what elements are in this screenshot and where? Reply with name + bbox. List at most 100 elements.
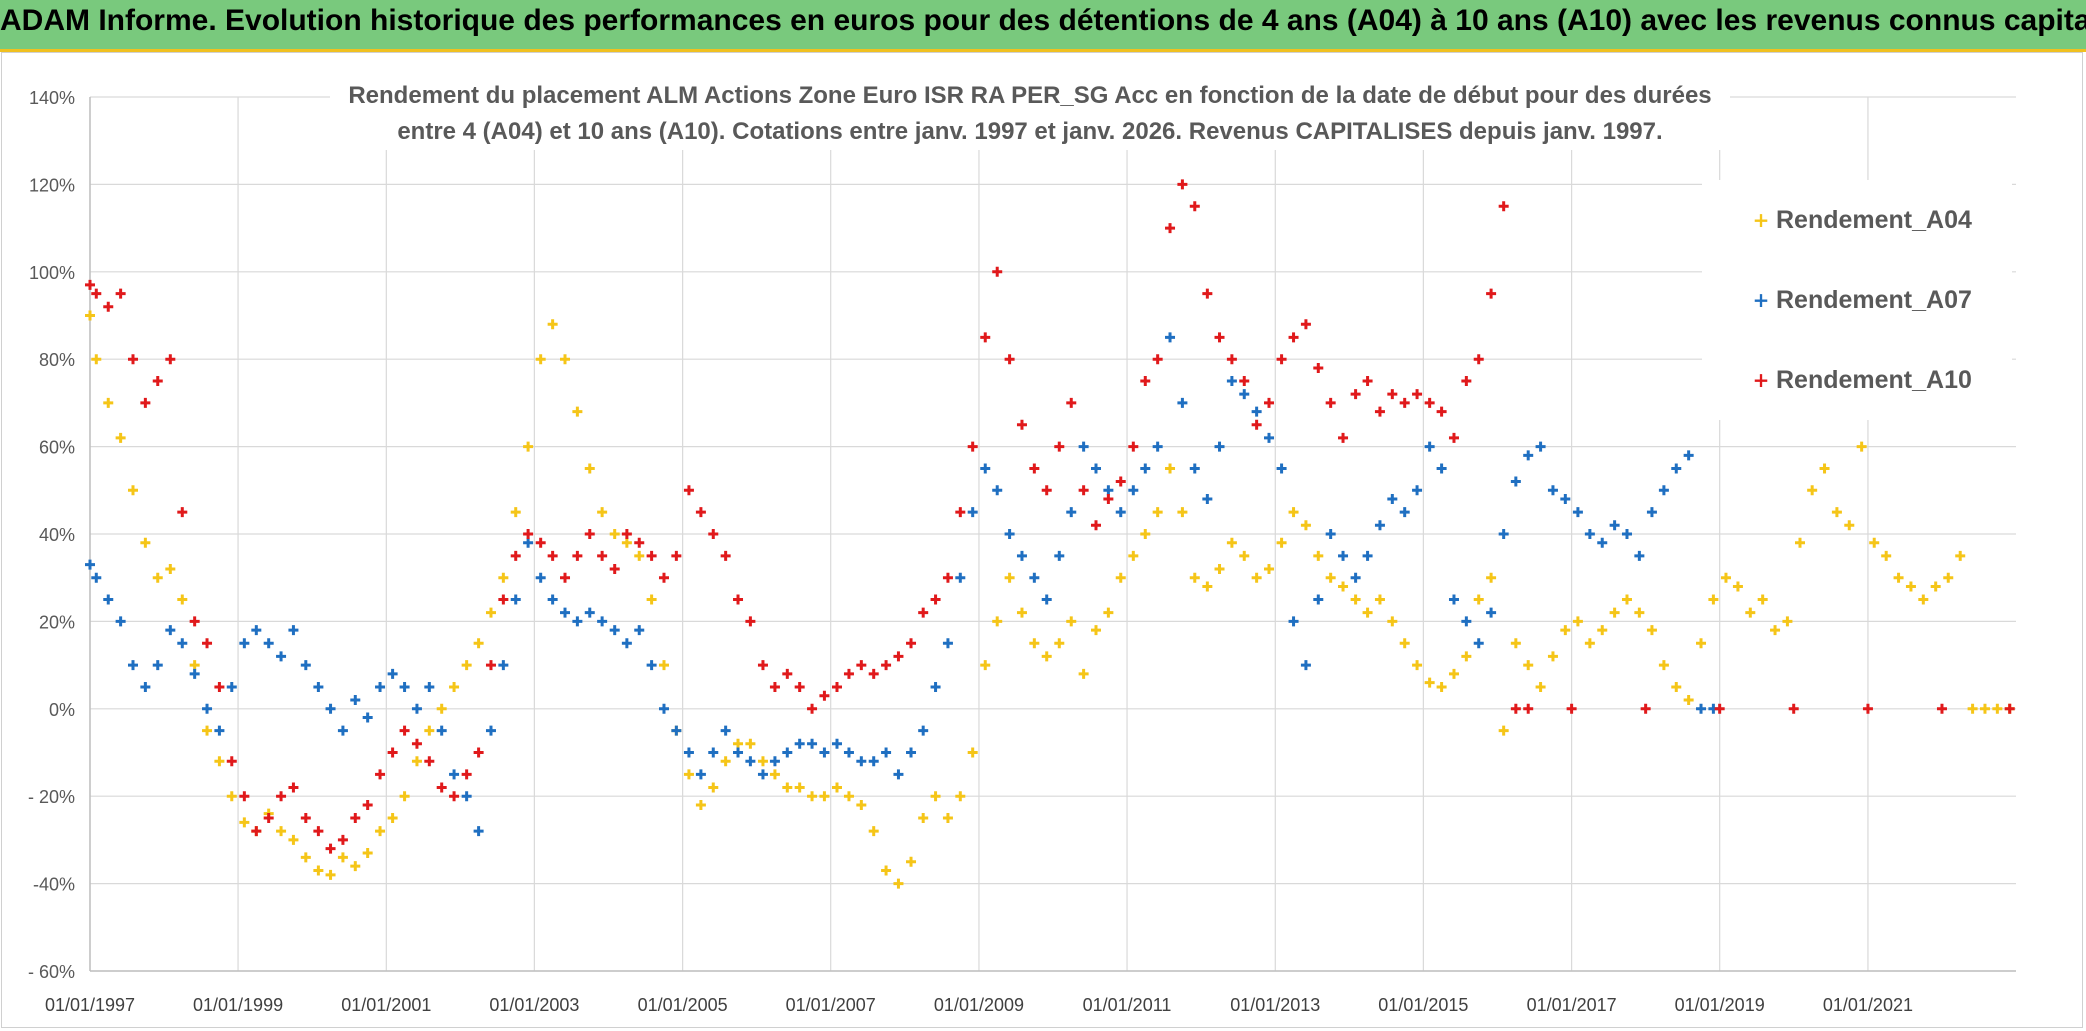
- data-point: [597, 507, 608, 518]
- data-point: [1152, 507, 1163, 518]
- data-point: [634, 550, 645, 561]
- data-point: [1609, 520, 1620, 531]
- data-point: [819, 791, 830, 802]
- data-point: [1288, 507, 1299, 518]
- data-point: [1967, 703, 1978, 714]
- data-point: [769, 681, 780, 692]
- data-point: [1436, 463, 1447, 474]
- x-tick-label: 01/01/2001: [341, 995, 431, 1015]
- data-point: [769, 756, 780, 767]
- data-point: [1461, 616, 1472, 627]
- data-point: [152, 572, 163, 583]
- data-point: [893, 878, 904, 889]
- data-point: [1103, 607, 1114, 618]
- data-point: [967, 441, 978, 452]
- data-point: [1054, 550, 1065, 561]
- data-point: [807, 791, 818, 802]
- data-point: [1189, 572, 1200, 583]
- y-tick-label: 100%: [29, 263, 75, 283]
- data-point: [1189, 463, 1200, 474]
- data-point: [1461, 376, 1472, 387]
- title-banner: ADAM Informe. Evolution historique des p…: [0, 0, 2086, 52]
- data-point: [942, 638, 953, 649]
- data-point: [140, 681, 151, 692]
- data-point: [955, 791, 966, 802]
- data-point: [523, 537, 534, 548]
- data-point: [1473, 594, 1484, 605]
- data-point: [1720, 572, 1731, 583]
- data-point: [1486, 572, 1497, 583]
- data-point: [893, 651, 904, 662]
- data-point: [387, 668, 398, 679]
- data-point: [906, 747, 917, 758]
- data-point: [1412, 485, 1423, 496]
- data-point: [597, 616, 608, 627]
- legend-label-a10: Rendement_A10: [1776, 365, 1972, 394]
- data-point: [1943, 572, 1954, 583]
- data-point: [720, 725, 731, 736]
- data-point: [1671, 681, 1682, 692]
- data-point: [843, 668, 854, 679]
- data-point: [1374, 520, 1385, 531]
- data-point: [807, 703, 818, 714]
- data-point: [1288, 616, 1299, 627]
- data-point: [1955, 550, 1966, 561]
- data-point: [1609, 607, 1620, 618]
- data-point: [843, 791, 854, 802]
- data-point: [288, 782, 299, 793]
- data-point: [1016, 607, 1027, 618]
- data-point: [276, 651, 287, 662]
- data-point: [1584, 529, 1595, 539]
- data-point: [868, 756, 879, 767]
- data-point: [350, 813, 361, 824]
- data-point: [510, 507, 521, 518]
- data-point: [85, 559, 95, 570]
- data-point: [1979, 703, 1990, 714]
- data-point: [424, 725, 435, 736]
- data-point: [1288, 332, 1299, 343]
- data-point: [276, 826, 287, 837]
- data-point: [1936, 703, 1947, 714]
- data-point: [683, 485, 694, 496]
- data-point: [424, 756, 435, 767]
- data-point: [485, 607, 496, 618]
- data-point: [695, 799, 706, 810]
- data-point: [1696, 638, 1707, 649]
- data-point: [621, 638, 632, 649]
- data-point: [1412, 389, 1423, 400]
- data-point: [1054, 441, 1065, 452]
- data-point: [485, 725, 496, 736]
- data-point: [906, 638, 917, 649]
- data-point: [214, 756, 225, 767]
- data-point: [498, 594, 509, 605]
- data-point: [1448, 432, 1459, 443]
- data-point: [1732, 581, 1743, 592]
- data-point: [597, 550, 608, 561]
- data-point: [807, 738, 818, 749]
- data-point: [1646, 507, 1657, 518]
- data-point: [1251, 419, 1262, 430]
- legend-marker-a10: +: [1752, 368, 1770, 392]
- data-point: [165, 563, 176, 574]
- data-point: [967, 747, 978, 758]
- data-point: [1399, 638, 1410, 649]
- data-point: [1325, 572, 1336, 583]
- data-point: [189, 616, 200, 627]
- data-point: [411, 738, 422, 749]
- data-point: [980, 463, 991, 474]
- data-point: [115, 288, 126, 299]
- data-point: [1621, 529, 1632, 539]
- data-point: [350, 695, 361, 706]
- data-point: [1547, 651, 1558, 662]
- data-point: [1708, 594, 1719, 605]
- data-point: [1905, 581, 1916, 592]
- data-point: [202, 638, 213, 649]
- data-point: [1338, 432, 1349, 443]
- data-point: [1066, 507, 1077, 518]
- data-point: [1387, 389, 1398, 400]
- data-point: [103, 397, 114, 408]
- data-point: [1856, 441, 1867, 452]
- data-point: [547, 594, 558, 605]
- data-point: [1486, 288, 1497, 299]
